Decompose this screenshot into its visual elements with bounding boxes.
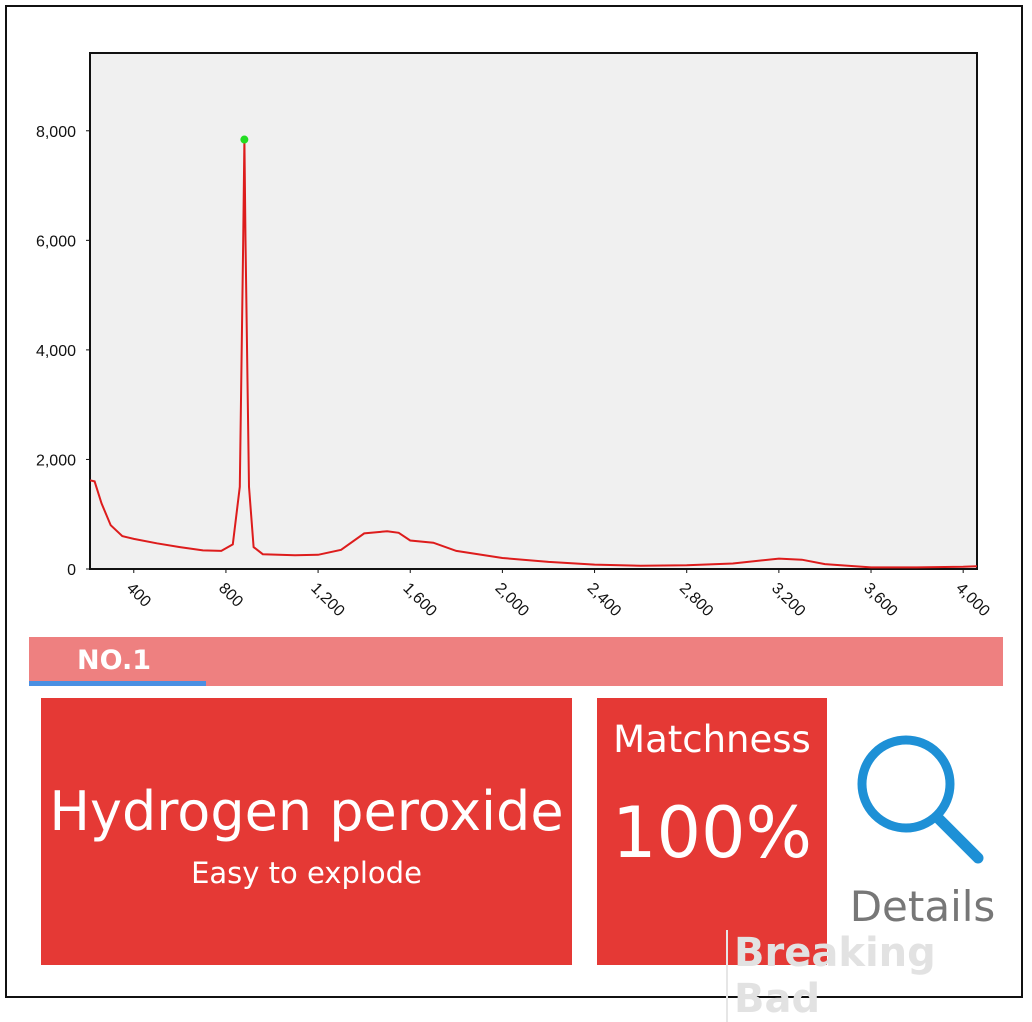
match-card: Matchness 100%	[597, 698, 827, 965]
x-tick-label: 3,200	[768, 580, 808, 620]
x-tick-label: 3,600	[860, 580, 900, 620]
tab-label[interactable]: NO.1	[77, 645, 151, 676]
tab-indicator	[29, 681, 206, 686]
app-frame	[5, 5, 1023, 998]
tab-bar[interactable]	[29, 637, 1003, 686]
x-tick-label: 1,600	[399, 580, 439, 620]
y-tick-label: 0	[67, 562, 76, 579]
x-tick-label: 4,000	[952, 580, 992, 620]
spectrum-line	[89, 139, 978, 569]
x-tick-label: 2,400	[584, 580, 624, 620]
x-tick-label: 2,000	[492, 580, 532, 620]
match-value: 100%	[611, 792, 813, 874]
match-label: Matchness	[613, 718, 811, 761]
peak-marker	[240, 135, 249, 144]
chart: 0 2,000 4,000 6,000 8,000 400 800 1,200 1,600 2,0…	[36, 52, 993, 620]
x-tick-label: 400	[123, 580, 154, 611]
x-tick-label: 2,800	[676, 580, 716, 620]
y-tick-label: 8,000	[36, 124, 76, 141]
plot-area	[89, 52, 978, 570]
details-icon[interactable]	[850, 732, 990, 872]
substance-note: Easy to explode	[191, 856, 422, 890]
y-tick-label: 4,000	[36, 343, 76, 360]
details-button[interactable]: Details	[849, 882, 996, 931]
x-tick-label: 800	[215, 580, 246, 611]
substance-name: Hydrogen peroxide	[49, 780, 564, 843]
result-card[interactable]: Hydrogen peroxide Easy to explode	[41, 698, 572, 965]
x-tick-label: 1,200	[307, 580, 347, 620]
y-tick-label: 6,000	[36, 233, 76, 250]
watermark: Breaking Bad	[726, 930, 1032, 1022]
y-tick-label: 2,000	[36, 452, 76, 469]
